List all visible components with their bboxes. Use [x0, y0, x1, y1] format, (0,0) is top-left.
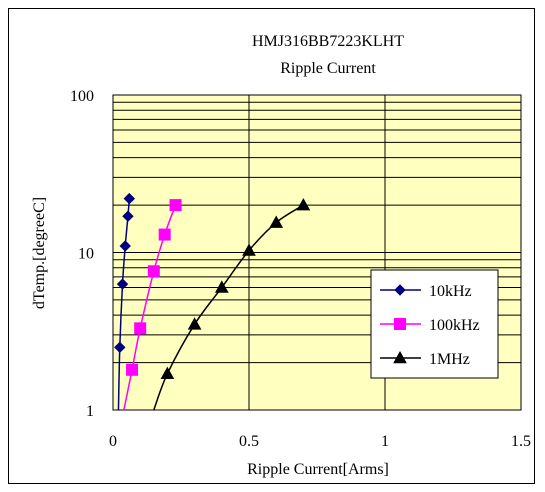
chart-subtitle: Ripple Current: [280, 60, 376, 77]
y-tick-label: 10: [78, 246, 94, 263]
y-tick-label: 100: [70, 88, 94, 105]
data-point-1mhz: [269, 215, 284, 228]
chart-title: HMJ316BB7223KLHT: [252, 33, 404, 50]
data-point-1mhz: [242, 243, 256, 256]
data-point-100khz: [158, 228, 171, 241]
x-tick-label: 1: [381, 433, 389, 450]
data-point-1mhz: [160, 366, 175, 380]
data-point-10khz: [114, 341, 126, 354]
y-tick-label: 1: [86, 403, 94, 420]
x-axis-label: Ripple Current[Arms]: [247, 461, 389, 478]
y-axis-label: dTemp.[degreeC]: [31, 197, 48, 309]
data-point-10khz: [119, 240, 131, 252]
x-tick-label: 0: [109, 433, 117, 450]
data-point-1mhz: [214, 280, 229, 293]
legend-marker-10khz: [394, 284, 406, 296]
x-tick-label: 1.5: [511, 433, 531, 450]
x-tick-label: 0.5: [239, 433, 259, 450]
data-point-100khz: [147, 265, 160, 278]
legend-marker-100khz: [394, 318, 406, 330]
data-point-100khz: [134, 322, 147, 335]
series-markers: [114, 192, 311, 380]
data-point-100khz: [169, 199, 182, 212]
legend-label-10khz: 10kHz: [429, 283, 472, 300]
data-point-1mhz: [187, 317, 202, 330]
legend-label-100khz: 100kHz: [429, 317, 480, 334]
data-point-1mhz: [296, 198, 311, 211]
legend-marker-1mhz: [393, 350, 407, 364]
legend: 10kHz 100kHz 1MHz: [370, 269, 499, 379]
data-point-10khz: [116, 278, 129, 290]
legend-label-1mhz: 1MHz: [429, 351, 470, 368]
axis-ticks: 0 0.5 1 1.5 1 10 100: [70, 88, 531, 450]
data-point-100khz: [126, 363, 139, 376]
data-point-10khz: [122, 210, 134, 222]
data-point-10khz: [123, 192, 136, 205]
